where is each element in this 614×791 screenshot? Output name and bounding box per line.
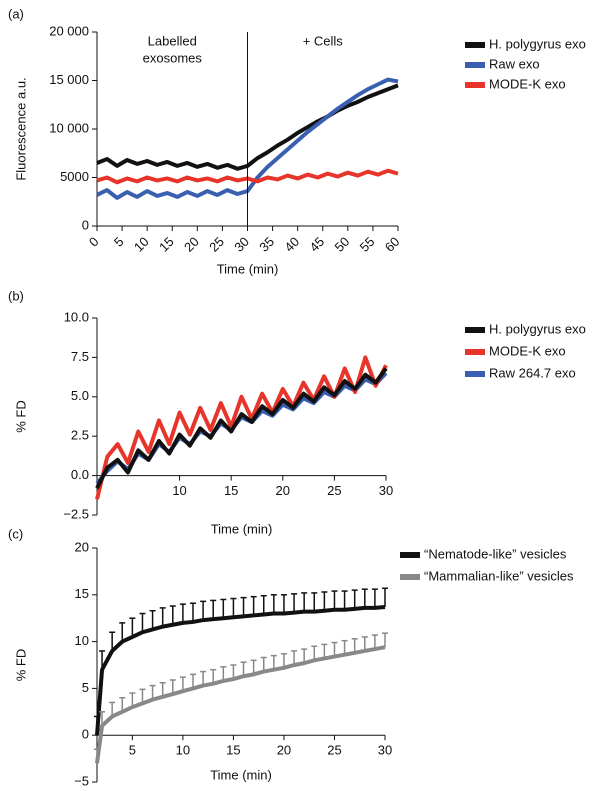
- legend-label: Raw exo: [489, 56, 540, 71]
- x-tick-label: 45: [306, 234, 327, 255]
- legend-label: Raw 264.7 exo: [489, 365, 576, 380]
- panel-label: (b): [8, 288, 24, 303]
- series-line: [95, 355, 388, 500]
- x-tick-label: 0: [86, 234, 102, 250]
- y-tick-label: 0: [82, 727, 89, 742]
- y-tick-label: 7.5: [71, 349, 89, 364]
- x-tick-label: 15: [224, 483, 238, 498]
- x-tick-label: 30: [231, 234, 252, 255]
- y-tick-label: 20: [75, 539, 89, 554]
- y-tick-label: 15: [75, 586, 89, 601]
- legend-label: MODE-K exo: [489, 76, 566, 91]
- y-axis-title: % FD: [13, 649, 28, 682]
- x-tick-label: 15: [156, 234, 177, 255]
- series-line: [95, 371, 388, 485]
- x-tick-label: 10: [176, 743, 190, 758]
- panel-label: (c): [8, 526, 23, 541]
- y-axis-title: Fluorescence a.u.: [13, 77, 28, 180]
- y-tick-label: −5: [74, 773, 89, 786]
- y-tick-label: 0: [82, 217, 89, 232]
- y-tick-label: 5.0: [71, 388, 89, 403]
- annotation: + Cells: [303, 33, 344, 48]
- x-tick-label: 25: [327, 743, 341, 758]
- series-line: [95, 645, 386, 764]
- x-tick-label: 35: [256, 234, 277, 255]
- x-tick-label: 10: [172, 483, 186, 498]
- y-tick-label: 20 000: [49, 23, 89, 38]
- x-tick-label: 30: [379, 483, 393, 498]
- y-tick-label: 5000: [60, 169, 89, 184]
- y-tick-label: 0.0: [71, 467, 89, 482]
- y-tick-label: 15 000: [49, 72, 89, 87]
- x-tick-label: 60: [382, 234, 403, 255]
- x-tick-label: 25: [206, 234, 227, 255]
- x-tick-label: 20: [277, 743, 291, 758]
- y-tick-label: −2.5: [63, 506, 89, 521]
- x-tick-label: 5: [129, 743, 136, 758]
- x-tick-label: 30: [378, 743, 392, 758]
- legend-label: H. polygyrus exo: [489, 36, 586, 51]
- y-tick-label: 10 000: [49, 120, 89, 135]
- x-tick-label: 40: [281, 234, 302, 255]
- x-axis-title: Time (min): [217, 261, 279, 276]
- y-axis-title: % FD: [13, 400, 28, 433]
- y-tick-label: 10.0: [64, 309, 89, 324]
- x-tick-label: 25: [327, 483, 341, 498]
- annotation: Labelled: [148, 33, 197, 48]
- x-axis-title: Time (min): [210, 767, 272, 782]
- legend-label: MODE-K exo: [489, 343, 566, 358]
- legend-label: “Nematode-like” vesicles: [424, 546, 567, 561]
- x-tick-label: 20: [276, 483, 290, 498]
- series-line: [95, 367, 388, 490]
- x-tick-label: 10: [131, 234, 152, 255]
- x-tick-label: 20: [181, 234, 202, 255]
- x-tick-label: 15: [226, 743, 240, 758]
- y-tick-label: 10: [75, 633, 89, 648]
- legend-label: H. polygyrus exo: [489, 321, 586, 336]
- x-tick-label: 55: [357, 234, 378, 255]
- annotation: exosomes: [143, 50, 203, 65]
- series-line: [95, 604, 386, 736]
- x-axis-title: Time (min): [211, 521, 273, 536]
- legend-label: “Mammalian-like” vesicles: [424, 568, 574, 583]
- x-tick-label: 5: [111, 234, 127, 250]
- y-tick-label: 5: [82, 680, 89, 695]
- x-tick-label: 50: [332, 234, 353, 255]
- y-tick-label: 2.5: [71, 428, 89, 443]
- panel-label: (a): [8, 6, 24, 21]
